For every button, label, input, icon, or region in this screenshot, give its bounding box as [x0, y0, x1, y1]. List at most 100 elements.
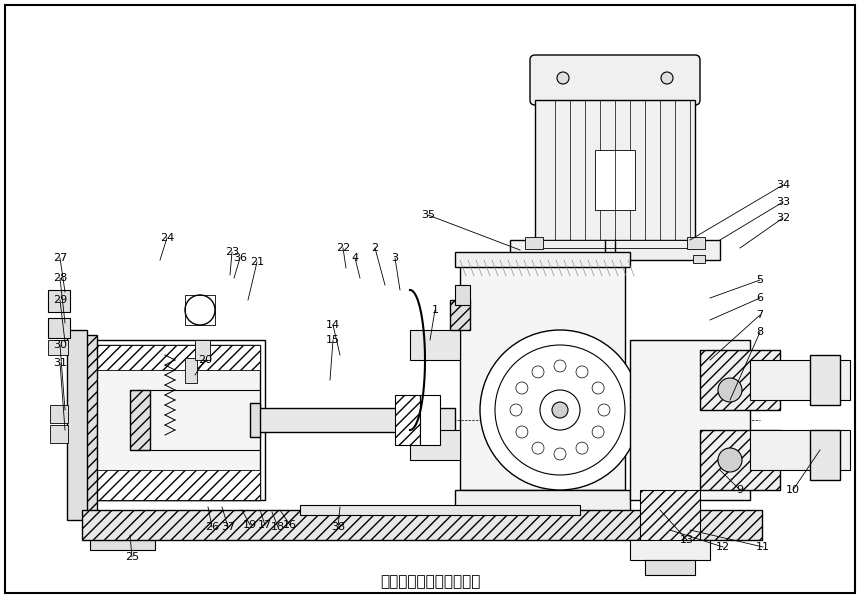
- Text: 20: 20: [198, 355, 212, 365]
- Circle shape: [598, 404, 610, 416]
- Bar: [82, 510, 762, 540]
- Circle shape: [554, 448, 566, 460]
- Text: 18: 18: [271, 522, 285, 532]
- Bar: [410, 430, 460, 460]
- Bar: [130, 390, 150, 450]
- Text: 37: 37: [221, 522, 235, 532]
- Text: 8: 8: [757, 327, 764, 337]
- Bar: [750, 360, 850, 400]
- Text: 22: 22: [336, 243, 350, 253]
- Bar: [90, 520, 155, 550]
- Bar: [90, 470, 260, 500]
- Bar: [85, 340, 265, 500]
- Text: 9: 9: [736, 485, 744, 495]
- Text: 13: 13: [680, 535, 694, 545]
- Bar: [810, 430, 840, 480]
- Bar: [645, 560, 695, 575]
- Text: 33: 33: [776, 197, 790, 207]
- Bar: [525, 255, 537, 263]
- Text: 11: 11: [756, 542, 770, 552]
- Circle shape: [495, 345, 625, 475]
- FancyBboxPatch shape: [530, 55, 700, 105]
- Bar: [185, 358, 197, 383]
- Text: 1: 1: [432, 305, 439, 315]
- Circle shape: [592, 382, 604, 394]
- Text: 26: 26: [205, 522, 219, 532]
- Text: 30: 30: [53, 340, 67, 350]
- Text: 38: 38: [331, 522, 345, 532]
- Text: 5: 5: [757, 275, 764, 285]
- Bar: [540, 240, 690, 248]
- Text: 液压式隔膜计量泵装配图: 液压式隔膜计量泵装配图: [380, 575, 480, 590]
- Bar: [455, 490, 630, 515]
- Bar: [525, 237, 543, 249]
- Text: 14: 14: [326, 320, 340, 330]
- Bar: [693, 255, 705, 263]
- Text: 25: 25: [125, 552, 139, 562]
- Bar: [50, 425, 68, 443]
- Circle shape: [552, 402, 568, 418]
- Circle shape: [540, 390, 580, 430]
- Circle shape: [510, 404, 522, 416]
- Bar: [750, 430, 850, 470]
- Circle shape: [554, 360, 566, 372]
- Bar: [395, 395, 420, 445]
- Circle shape: [557, 72, 569, 84]
- Circle shape: [576, 366, 588, 378]
- Text: 27: 27: [52, 253, 67, 263]
- Text: 3: 3: [391, 253, 398, 263]
- Text: 28: 28: [52, 273, 67, 283]
- Text: 21: 21: [250, 257, 264, 267]
- Text: 2: 2: [372, 243, 378, 253]
- Bar: [185, 295, 215, 325]
- Bar: [455, 285, 470, 305]
- Bar: [630, 540, 710, 560]
- Text: 19: 19: [243, 520, 257, 530]
- Bar: [250, 403, 260, 437]
- Text: 6: 6: [757, 293, 764, 303]
- Text: 4: 4: [352, 253, 359, 263]
- Text: 35: 35: [421, 210, 435, 220]
- Text: 32: 32: [776, 213, 790, 223]
- Bar: [410, 330, 460, 360]
- Text: 7: 7: [757, 310, 764, 320]
- Text: 17: 17: [258, 520, 272, 530]
- Bar: [420, 395, 440, 445]
- Text: 29: 29: [52, 295, 67, 305]
- Text: 24: 24: [160, 233, 174, 243]
- Bar: [810, 355, 840, 405]
- Bar: [82, 335, 97, 515]
- Bar: [700, 350, 780, 410]
- Text: 16: 16: [283, 520, 297, 530]
- Bar: [595, 150, 635, 210]
- Bar: [450, 300, 470, 330]
- Circle shape: [516, 382, 528, 394]
- Bar: [460, 260, 625, 490]
- Bar: [67, 330, 87, 520]
- Bar: [48, 318, 70, 338]
- Circle shape: [592, 426, 604, 438]
- Circle shape: [185, 295, 215, 325]
- Bar: [535, 100, 695, 240]
- Text: 23: 23: [225, 247, 239, 257]
- Bar: [50, 405, 68, 423]
- Text: 36: 36: [233, 253, 247, 263]
- Circle shape: [718, 378, 742, 402]
- Circle shape: [480, 330, 640, 490]
- Bar: [510, 240, 720, 260]
- Bar: [195, 340, 210, 360]
- Bar: [48, 290, 70, 312]
- Bar: [48, 340, 68, 355]
- Bar: [300, 505, 580, 515]
- Circle shape: [532, 366, 544, 378]
- Bar: [687, 237, 705, 249]
- Bar: [630, 340, 750, 500]
- Circle shape: [661, 72, 673, 84]
- Bar: [455, 252, 630, 267]
- Circle shape: [532, 442, 544, 454]
- Bar: [700, 430, 780, 490]
- Text: 10: 10: [786, 485, 800, 495]
- Text: 15: 15: [326, 335, 340, 345]
- Circle shape: [576, 442, 588, 454]
- Text: 31: 31: [53, 358, 67, 368]
